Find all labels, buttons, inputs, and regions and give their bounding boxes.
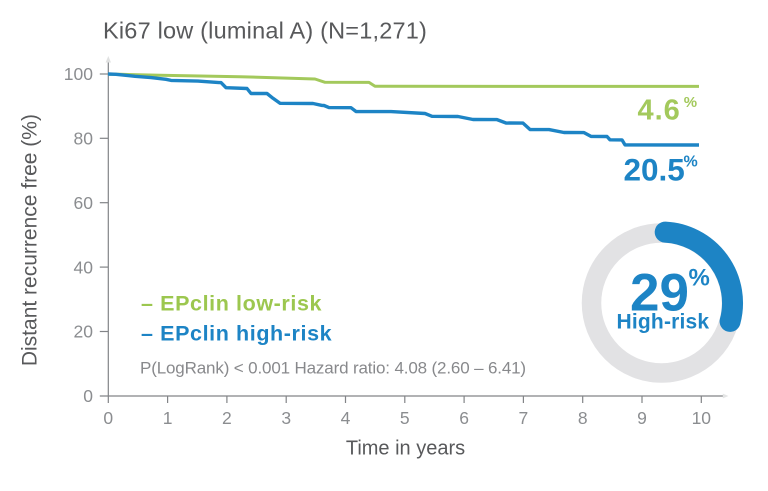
svg-text:1: 1	[163, 408, 173, 428]
svg-text:3: 3	[281, 408, 291, 428]
svg-text:P(LogRank) < 0.001 Hazard rati: P(LogRank) < 0.001 Hazard ratio: 4.08 (2…	[140, 358, 526, 377]
svg-text:5: 5	[400, 408, 410, 428]
svg-text:9: 9	[637, 408, 647, 428]
svg-text:4.6: 4.6	[638, 95, 681, 127]
svg-text:%: %	[684, 94, 697, 111]
svg-text:– EPclin high-risk: – EPclin high-risk	[141, 322, 332, 346]
svg-text:8: 8	[578, 408, 588, 428]
svg-text:4: 4	[341, 408, 351, 428]
svg-text:7: 7	[519, 408, 529, 428]
svg-text:Time in years: Time in years	[346, 438, 465, 460]
svg-text:High-risk: High-risk	[617, 311, 710, 334]
svg-text:Distant recurrence free (%): Distant recurrence free (%)	[19, 114, 42, 366]
svg-text:0: 0	[83, 386, 93, 406]
svg-text:20: 20	[74, 322, 94, 342]
svg-text:100: 100	[64, 64, 93, 84]
svg-text:60: 60	[74, 193, 94, 213]
svg-text:20.5: 20.5	[624, 152, 685, 188]
svg-text:6: 6	[459, 408, 469, 428]
svg-text:%: %	[689, 265, 710, 292]
svg-text:2: 2	[222, 408, 232, 428]
svg-text:29: 29	[630, 264, 689, 323]
svg-text:80: 80	[74, 129, 94, 149]
svg-text:40: 40	[74, 257, 94, 277]
svg-text:%: %	[684, 154, 698, 171]
svg-text:0: 0	[103, 408, 113, 428]
svg-text:– EPclin low-risk: – EPclin low-risk	[141, 292, 322, 316]
svg-text:Ki67 low (luminal A) (N=1,271): Ki67 low (luminal A) (N=1,271)	[103, 18, 427, 44]
svg-text:10: 10	[692, 408, 712, 428]
